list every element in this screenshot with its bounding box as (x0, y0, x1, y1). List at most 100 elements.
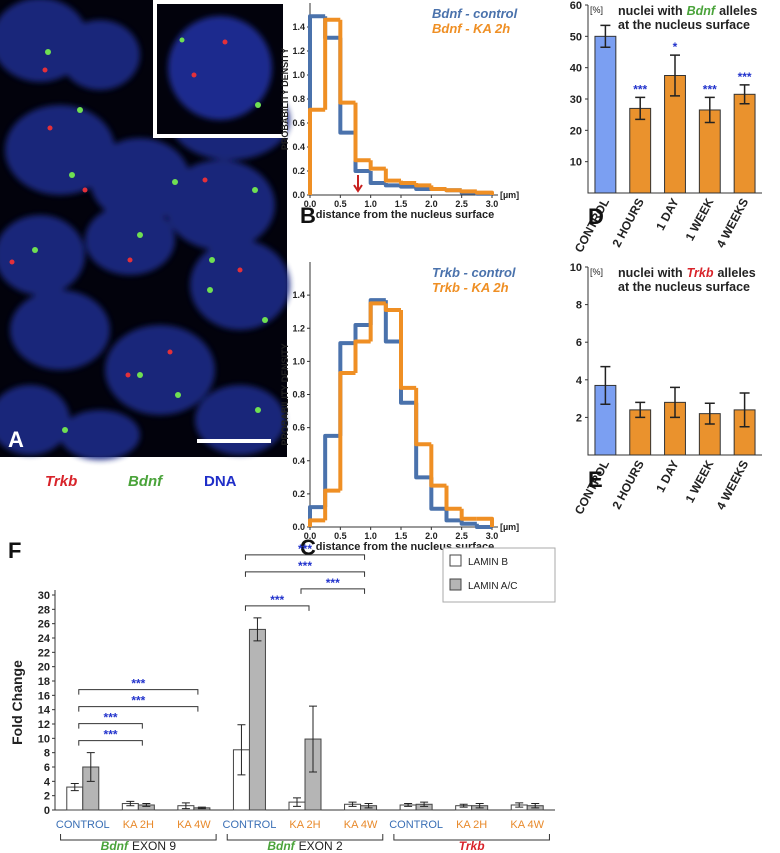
title-gene: Bdnf (687, 4, 717, 18)
significance-bracket (244, 571, 366, 577)
x-tick-label: 1 WEEK (682, 458, 716, 505)
histogram-step (399, 310, 417, 390)
error-bar (181, 802, 190, 810)
x-tick-label: 2 HOURS (609, 458, 646, 512)
title-text: alleles (717, 266, 755, 280)
error-bar (86, 752, 95, 782)
y-tick-label: 4 (44, 776, 51, 788)
group-exon: EXON 2 (299, 839, 343, 853)
significance: *** (104, 728, 118, 742)
group-gene: Trkb (459, 839, 485, 853)
y-tick-label: 1.4 (292, 290, 305, 300)
error-bar (739, 392, 750, 428)
error-bar (600, 24, 611, 49)
y-tick-label: 10 (570, 262, 582, 274)
x-tick-label: 2.0 (425, 531, 438, 541)
histogram-step (368, 171, 386, 185)
histogram-step (323, 433, 341, 508)
histogram-step (308, 518, 326, 527)
significance-bracket (78, 723, 143, 729)
significance: *** (270, 593, 284, 607)
histogram-step (429, 477, 447, 511)
error-bar (704, 96, 715, 124)
significance: *** (633, 82, 647, 96)
y-unit: [%] (590, 267, 603, 277)
legend-entry: Trkb - control (432, 265, 516, 280)
y-axis-label: PROBABILITY DENSITY (280, 48, 290, 150)
error-bar (70, 782, 79, 792)
histogram-step (368, 301, 386, 342)
group-bracket (226, 834, 384, 841)
histogram-step (474, 190, 494, 195)
x-axis-label: distance from the nucleus surface (316, 209, 495, 221)
x-tick-label: 3.0 (486, 199, 499, 209)
arrow (353, 175, 363, 193)
panel-letter: E (588, 467, 603, 492)
histogram-step (368, 160, 386, 171)
group-gene: Bdnf (101, 839, 129, 853)
group-bracket (60, 834, 217, 841)
significance: *** (738, 70, 752, 84)
legend-swatch (449, 578, 462, 591)
legend-entry: LAMIN A/C (468, 581, 517, 592)
title-gene: Trkb (687, 266, 714, 280)
histogram-step (338, 19, 356, 105)
group-gene: Bdnf (267, 839, 295, 853)
y-tick-label: 20 (38, 662, 50, 674)
histogram-step (474, 523, 492, 529)
error-bar (126, 800, 135, 807)
x-tick-label: 1.5 (395, 199, 408, 209)
error-bar (253, 617, 262, 642)
x-tick-label: 0.0 (304, 199, 317, 209)
y-tick-label: 0.4 (292, 142, 305, 152)
chart-title: at the nucleus surface (618, 18, 750, 32)
histogram-step (459, 520, 477, 526)
error-bar (704, 402, 715, 425)
x-tick-label: 2.5 (455, 531, 468, 541)
histogram-step (383, 303, 401, 313)
bar (594, 35, 617, 194)
error-bar (142, 803, 151, 807)
channel-label: Trkb (45, 473, 77, 490)
panel-letter: B (300, 203, 316, 228)
y-tick-label: 0.8 (292, 94, 305, 104)
y-tick-label: 60 (570, 0, 582, 12)
y-tick-label: 2 (576, 412, 582, 424)
y-tick-label: 1.2 (292, 323, 305, 333)
significance: *** (326, 576, 340, 590)
y-tick-label: 30 (38, 590, 50, 602)
y-axis-label: PROBABILITY DENSITY (280, 343, 290, 445)
y-tick-label: 1.2 (292, 46, 305, 56)
y-tick-label: 1.4 (292, 22, 305, 32)
histogram-step (308, 505, 326, 527)
significance: * (673, 40, 678, 54)
legend-entry: Bdnf - KA 2h (432, 21, 510, 36)
error-bar (475, 803, 484, 809)
error-bar (670, 54, 680, 97)
significance-bracket (78, 706, 199, 712)
axes (309, 262, 498, 528)
histogram-step (444, 485, 462, 511)
y-tick-label: 1.0 (292, 70, 305, 80)
significance-bracket (300, 588, 366, 594)
histogram-step (323, 488, 341, 521)
x-unit: [µm] (500, 190, 519, 200)
histogram-step (383, 183, 401, 188)
significance: *** (703, 82, 717, 96)
x-tick-label: KA 4W (177, 819, 211, 831)
group-label: Bdnf EXON 2 (267, 839, 343, 853)
y-tick-label: 6 (576, 337, 582, 349)
y-tick-label: 0.0 (292, 190, 305, 200)
y-tick-label: 24 (38, 633, 51, 645)
panel-letter: D (588, 204, 604, 229)
histogram-step (383, 168, 401, 183)
panel-letter: A (8, 427, 24, 452)
y-unit: [%] (590, 5, 603, 15)
panel-letter: C (300, 535, 316, 560)
x-tick-label: 1 DAY (653, 196, 681, 233)
x-tick-label: 2.0 (425, 199, 438, 209)
error-bar (515, 802, 524, 808)
chart-title: nuclei with Bdnf alleles (618, 4, 757, 18)
x-tick-label: 2.5 (455, 199, 468, 209)
group-exon: EXON 9 (132, 839, 176, 853)
